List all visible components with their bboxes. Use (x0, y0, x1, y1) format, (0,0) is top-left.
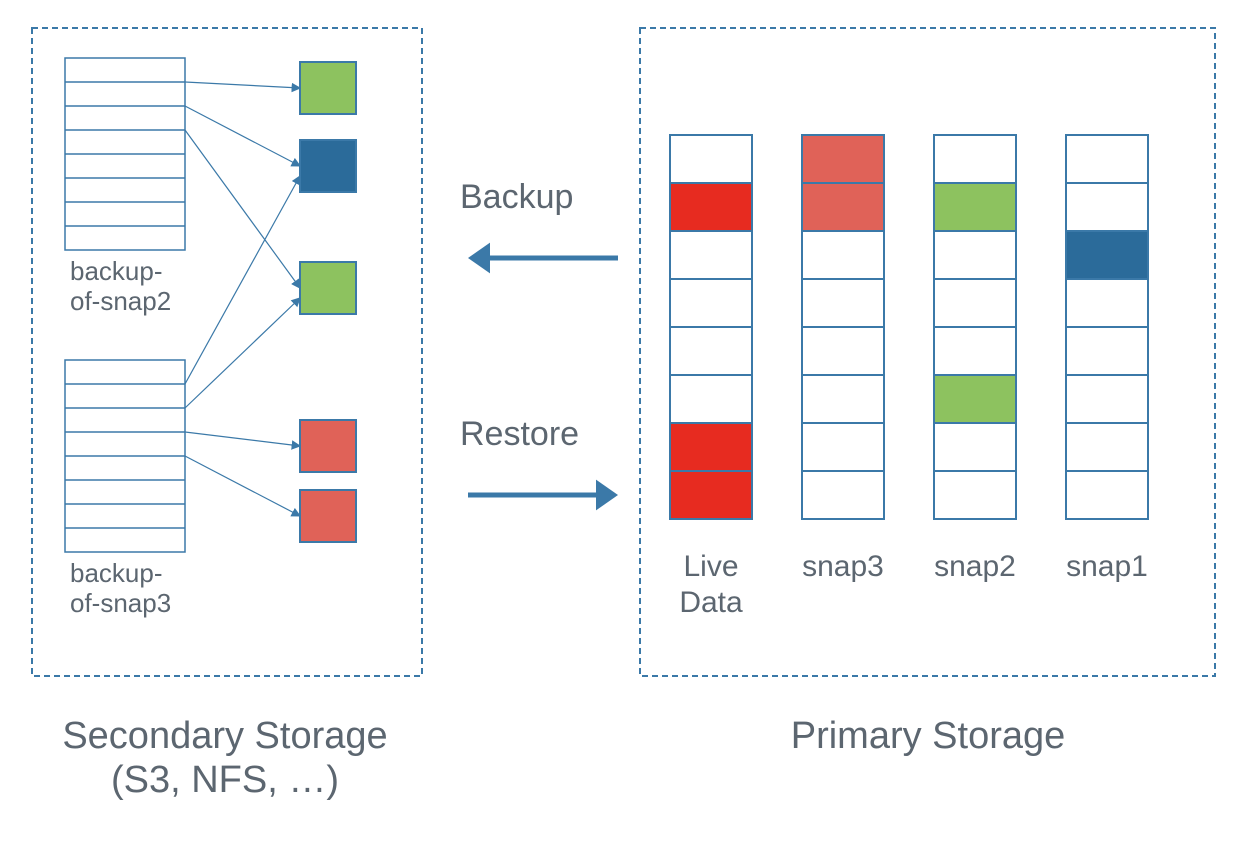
primary-cell (670, 279, 752, 327)
secondary-storage-label: Secondary Storage (62, 715, 387, 757)
primary-cell (802, 423, 884, 471)
backup-arrow-head (468, 243, 490, 274)
restore-arrow-label: Restore (460, 415, 579, 453)
primary-cell (802, 183, 884, 231)
primary-cell (802, 135, 884, 183)
primary-cell (934, 471, 1016, 519)
secondary-storage-sublabel: (S3, NFS, …) (111, 759, 339, 801)
primary-cell (802, 375, 884, 423)
restore-arrow-head (596, 480, 618, 511)
primary-cell (934, 231, 1016, 279)
primary-cell (802, 279, 884, 327)
pointer-line (185, 456, 300, 516)
primary-cell (1066, 135, 1148, 183)
pointer-line (185, 432, 300, 446)
primary-cell (1066, 183, 1148, 231)
primary-cell (670, 375, 752, 423)
backup-label: of-snap3 (70, 588, 171, 618)
primary-cell (670, 231, 752, 279)
primary-cell (670, 471, 752, 519)
primary-cell (934, 135, 1016, 183)
diagram-canvas: Secondary Storage(S3, NFS, …) backup-of-s… (0, 0, 1244, 858)
primary-cell (670, 423, 752, 471)
primary-cell (1066, 279, 1148, 327)
primary-cell (934, 279, 1016, 327)
primary-column-label: snap1 (1066, 550, 1148, 583)
primary-cell (670, 183, 752, 231)
pointer-line (185, 130, 300, 288)
backup-label: of-snap2 (70, 286, 171, 316)
primary-storage-label: Primary Storage (791, 715, 1066, 757)
primary-cell (670, 135, 752, 183)
backup-label: backup- (70, 558, 163, 588)
primary-cell (934, 183, 1016, 231)
primary-cell (934, 423, 1016, 471)
primary-cell (802, 471, 884, 519)
primary-cell (1066, 375, 1148, 423)
secondary-block (300, 62, 356, 114)
primary-cell (802, 231, 884, 279)
primary-cell (1066, 471, 1148, 519)
primary-cell (934, 327, 1016, 375)
pointer-line (185, 106, 300, 166)
secondary-block (300, 490, 356, 542)
pointer-line (185, 82, 300, 88)
primary-cell (1066, 327, 1148, 375)
primary-column-label: snap2 (934, 550, 1016, 583)
secondary-block (300, 420, 356, 472)
primary-cell (670, 327, 752, 375)
secondary-block (300, 140, 356, 192)
backup-arrow-label: Backup (460, 178, 573, 216)
primary-column-label: Data (679, 586, 743, 619)
primary-cell (802, 327, 884, 375)
primary-column-label: Live (683, 550, 738, 583)
primary-cell (934, 375, 1016, 423)
primary-column-label: snap3 (802, 550, 884, 583)
secondary-block (300, 262, 356, 314)
backup-label: backup- (70, 256, 163, 286)
primary-cell (1066, 423, 1148, 471)
primary-cell (1066, 231, 1148, 279)
